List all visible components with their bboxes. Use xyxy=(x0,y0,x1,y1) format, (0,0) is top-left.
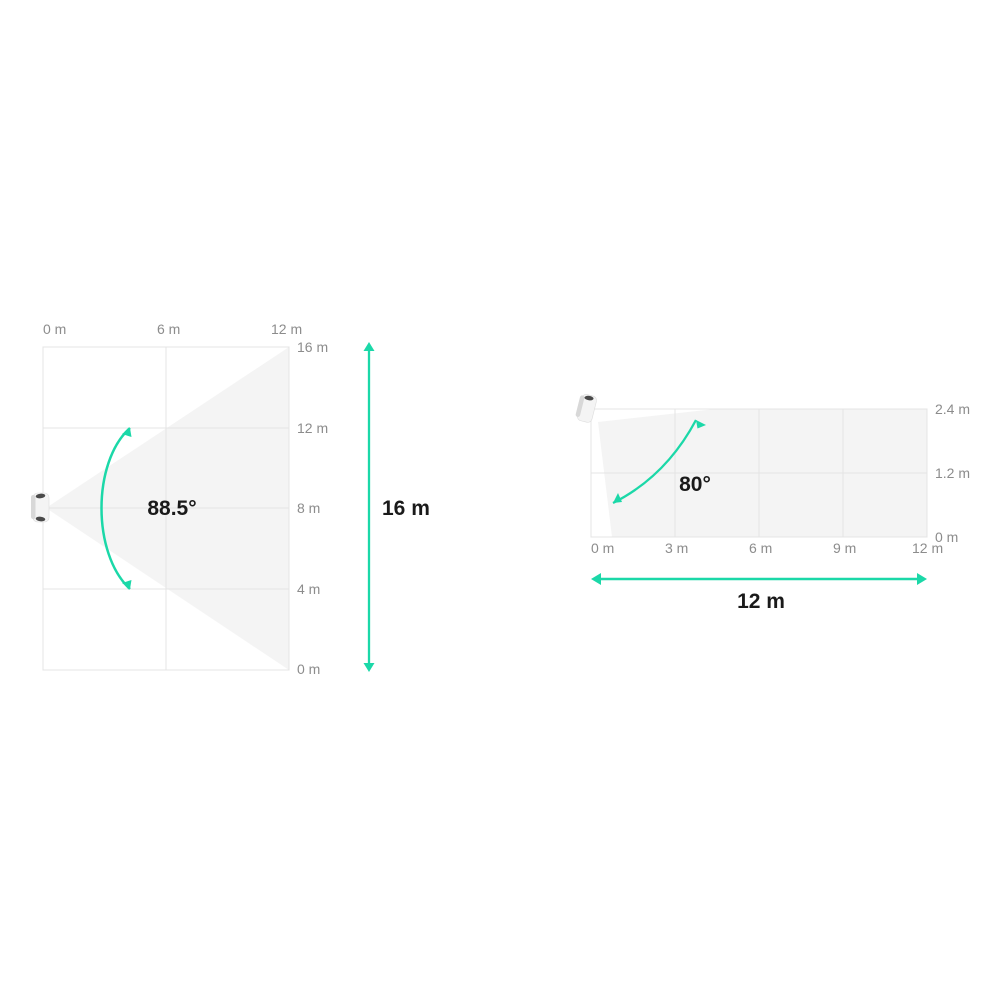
svg-text:2.4 m: 2.4 m xyxy=(935,401,970,417)
svg-text:0 m: 0 m xyxy=(297,661,320,677)
svg-text:1.2 m: 1.2 m xyxy=(935,465,970,481)
svg-text:12 m: 12 m xyxy=(737,590,785,613)
svg-text:0 m: 0 m xyxy=(591,540,614,556)
svg-text:16 m: 16 m xyxy=(297,339,328,355)
svg-text:12 m: 12 m xyxy=(297,420,328,436)
svg-text:80°: 80° xyxy=(679,473,711,496)
svg-text:8 m: 8 m xyxy=(297,500,320,516)
svg-text:0 m: 0 m xyxy=(43,321,66,337)
svg-text:16 m: 16 m xyxy=(382,497,430,520)
svg-text:9 m: 9 m xyxy=(833,540,856,556)
svg-text:6 m: 6 m xyxy=(749,540,772,556)
svg-text:6 m: 6 m xyxy=(157,321,180,337)
svg-text:0 m: 0 m xyxy=(935,529,958,545)
svg-text:3 m: 3 m xyxy=(665,540,688,556)
svg-text:12 m: 12 m xyxy=(271,321,302,337)
svg-text:88.5°: 88.5° xyxy=(147,497,196,520)
svg-text:4 m: 4 m xyxy=(297,581,320,597)
